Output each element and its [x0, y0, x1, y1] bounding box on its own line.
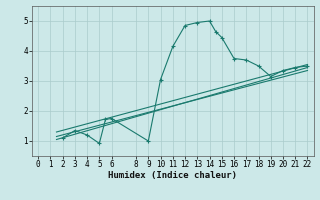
X-axis label: Humidex (Indice chaleur): Humidex (Indice chaleur) — [108, 171, 237, 180]
